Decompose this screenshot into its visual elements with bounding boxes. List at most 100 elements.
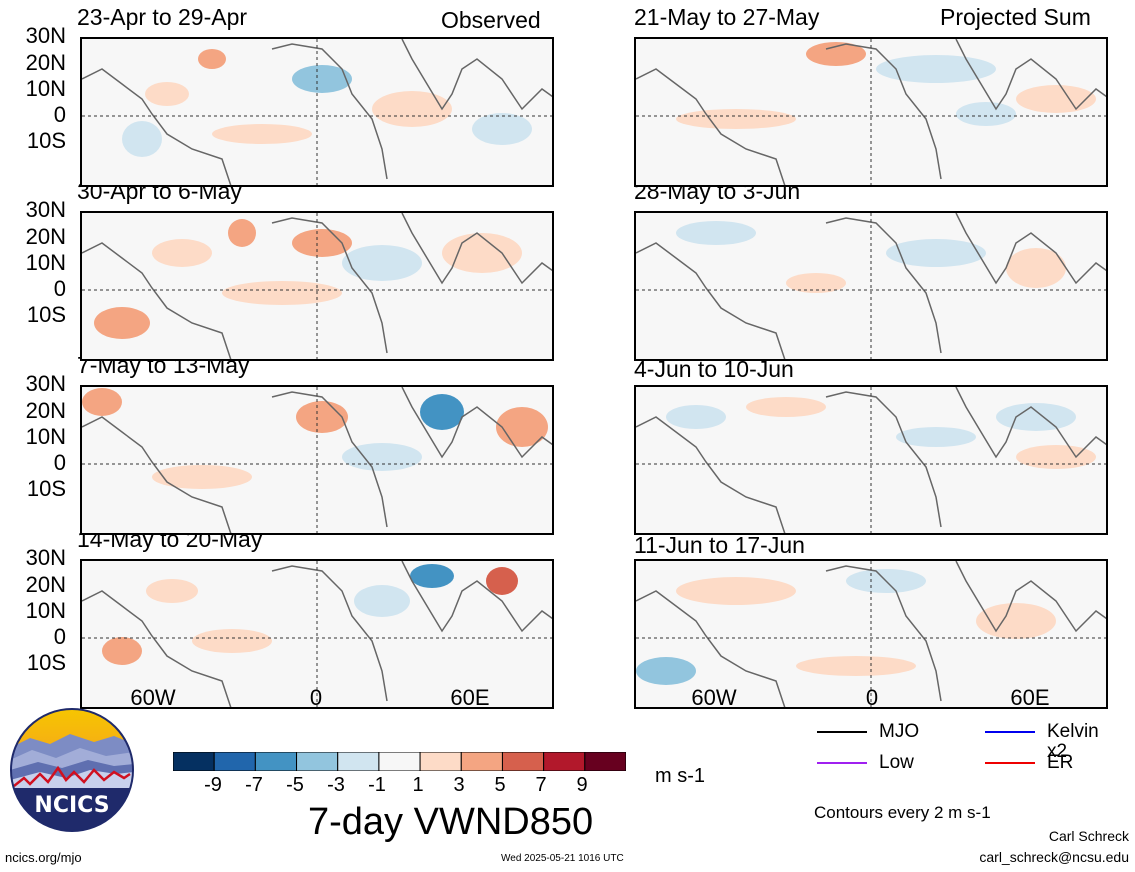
lat-label: 30N bbox=[25, 23, 66, 48]
anomaly-region bbox=[192, 629, 272, 653]
colorbar-swatch bbox=[584, 751, 627, 772]
anomaly-region bbox=[152, 239, 212, 267]
wind-anomaly-map bbox=[82, 387, 552, 533]
anomaly-region bbox=[896, 427, 976, 447]
anomaly-region bbox=[372, 91, 452, 127]
anomaly-region bbox=[472, 113, 532, 145]
anomaly-region bbox=[876, 55, 996, 83]
lon-label-left-0: 0 bbox=[309, 685, 323, 710]
wind-anomaly-map bbox=[636, 39, 1106, 185]
lat-label: 10S bbox=[26, 650, 66, 675]
legend-swatch-low bbox=[817, 762, 867, 764]
lat-label: 20N bbox=[25, 398, 66, 423]
wind-anomaly-map bbox=[636, 561, 1106, 707]
anomaly-region bbox=[676, 577, 796, 605]
anomaly-region bbox=[212, 124, 312, 144]
map-panel-proj-3 bbox=[634, 385, 1108, 535]
anomaly-region bbox=[342, 443, 422, 471]
coastline bbox=[636, 213, 1106, 359]
anomaly-region bbox=[676, 109, 796, 129]
lon-label-right-0: 0 bbox=[865, 685, 879, 710]
anomaly-region bbox=[146, 579, 198, 603]
wind-anomaly-map bbox=[82, 39, 552, 185]
panel-title-obs-1: 23-Apr to 29-Apr bbox=[77, 4, 248, 30]
wind-anomaly-map bbox=[636, 213, 1106, 359]
lat-label: 10N bbox=[25, 424, 66, 449]
panel-title-proj-4: 11-Jun to 17-Jun bbox=[634, 532, 805, 558]
anomaly-region bbox=[222, 281, 342, 305]
legend: MJO Kelvin x2 Low ER bbox=[815, 722, 1115, 782]
lon-label-right-60w: 60W bbox=[691, 685, 737, 710]
contour-note: Contours every 2 m s-1 bbox=[814, 803, 991, 822]
panel-title-proj-1: 21-May to 27-May bbox=[634, 4, 820, 30]
legend-label-low: Low bbox=[879, 752, 914, 773]
timestamp: Wed 2025-05-21 1016 UTC bbox=[501, 853, 624, 864]
legend-label-er: ER bbox=[1047, 752, 1074, 773]
colorbar-swatch bbox=[543, 751, 586, 772]
map-panel-proj-4 bbox=[634, 559, 1108, 709]
colorbar-tick: -1 bbox=[368, 774, 386, 796]
anomaly-region bbox=[228, 219, 256, 247]
map-panel-obs-3 bbox=[80, 385, 554, 535]
colorbar-swatch bbox=[213, 751, 256, 772]
units-label: m s-1 bbox=[655, 765, 705, 787]
colorbar-tick: -9 bbox=[204, 774, 222, 796]
coastline bbox=[82, 561, 552, 707]
lat-label: 20N bbox=[25, 572, 66, 597]
anomaly-region bbox=[666, 405, 726, 429]
anomaly-region bbox=[996, 403, 1076, 431]
anomaly-region bbox=[122, 121, 162, 157]
legend-swatch-er bbox=[985, 762, 1035, 764]
map-title: 7-day VWND850 bbox=[308, 801, 594, 843]
colorbar bbox=[172, 751, 627, 772]
anomaly-region bbox=[198, 49, 226, 69]
coastline bbox=[82, 39, 552, 185]
author-email-link[interactable]: carl_schreck@ncsu.edu bbox=[979, 849, 1129, 865]
lat-label: 30N bbox=[25, 197, 66, 222]
anomaly-region bbox=[1016, 85, 1096, 113]
anomaly-region bbox=[442, 233, 522, 273]
map-panel-proj-1 bbox=[634, 37, 1108, 187]
anomaly-region bbox=[420, 394, 464, 430]
anomaly-region bbox=[94, 307, 150, 339]
anomaly-region bbox=[82, 388, 122, 416]
lat-label: 10S bbox=[26, 476, 66, 501]
lat-label: 10S bbox=[26, 128, 66, 153]
colorbar-swatch bbox=[501, 751, 545, 772]
colorbar-tick: 9 bbox=[576, 774, 588, 796]
lat-label: 30N bbox=[25, 545, 66, 570]
lat-label: 0 bbox=[53, 102, 66, 127]
projected-sum-header: Projected Sum bbox=[940, 4, 1091, 30]
coastline bbox=[82, 213, 552, 359]
ncics-logo[interactable]: NCICS bbox=[10, 708, 134, 832]
anomaly-region bbox=[1006, 248, 1066, 288]
lon-label-right-60e: 60E bbox=[1010, 685, 1050, 710]
coastline bbox=[636, 387, 1106, 533]
site-url-link[interactable]: ncics.org/mjo bbox=[5, 850, 82, 865]
colorbar-swatch bbox=[337, 751, 380, 772]
legend-swatch-kelvin bbox=[985, 731, 1035, 733]
lat-label: 30N bbox=[25, 371, 66, 396]
lon-label-left-60w: 60W bbox=[130, 685, 176, 710]
anomaly-region bbox=[354, 585, 410, 617]
lat-label: 10S bbox=[26, 302, 66, 327]
anomaly-region bbox=[786, 273, 846, 293]
map-panel-obs-1 bbox=[80, 37, 554, 187]
anomaly-region bbox=[486, 567, 518, 595]
lat-label: 10N bbox=[25, 76, 66, 101]
anomaly-region bbox=[296, 401, 348, 433]
ncics-logo-graphic: NCICS bbox=[10, 708, 134, 832]
coastline bbox=[636, 561, 1106, 707]
legend-label-mjo: MJO bbox=[879, 721, 920, 742]
colorbar-swatch bbox=[460, 751, 503, 772]
anomaly-region bbox=[342, 245, 422, 281]
ncics-logo-text: NCICS bbox=[34, 793, 109, 818]
lat-label: 20N bbox=[25, 50, 66, 75]
lat-label: 0 bbox=[53, 276, 66, 301]
legend-swatch-mjo bbox=[817, 731, 867, 733]
colorbar-swatch bbox=[378, 751, 421, 772]
anomaly-region bbox=[1016, 445, 1096, 469]
observed-header: Observed bbox=[441, 7, 541, 33]
lat-label: 10N bbox=[25, 250, 66, 275]
wind-anomaly-map bbox=[82, 213, 552, 359]
